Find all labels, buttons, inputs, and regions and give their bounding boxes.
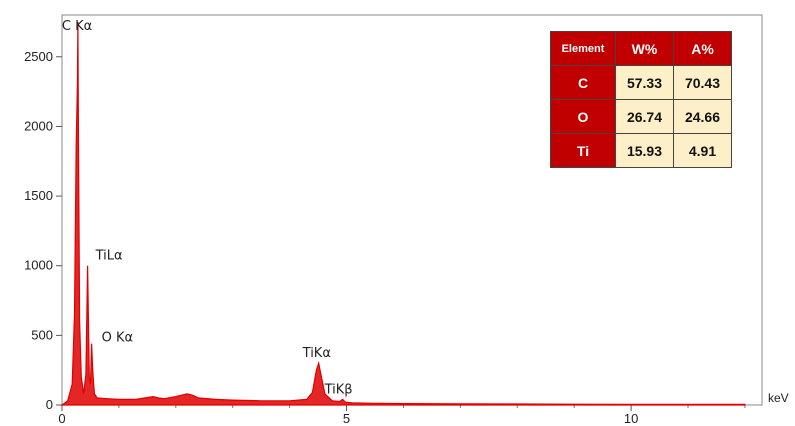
x-tick-label: 5 bbox=[343, 411, 350, 426]
header-element: Element bbox=[550, 31, 616, 66]
y-tick-label: 2500 bbox=[24, 49, 53, 64]
y-tick-label: 0 bbox=[46, 397, 53, 412]
table-row: Ti 15.93 4.91 bbox=[550, 133, 732, 168]
x-tick-label: 10 bbox=[624, 411, 638, 426]
peak-label: TiKα bbox=[302, 346, 331, 361]
table-row: C 57.33 70.43 bbox=[550, 65, 732, 100]
peak-label: O Kα bbox=[102, 331, 133, 346]
spectrum-line bbox=[60, 21, 746, 406]
composition-table: Element W% A% C 57.33 70.43 O 26.74 24.6… bbox=[550, 31, 732, 168]
peak-label: TiKβ bbox=[324, 382, 353, 397]
atomic-cell: 70.43 bbox=[673, 65, 732, 100]
element-cell: O bbox=[550, 99, 616, 134]
weight-cell: 26.74 bbox=[615, 99, 674, 134]
peak-label: TiLα bbox=[95, 249, 123, 264]
composition-table-header: Element W% A% bbox=[550, 31, 732, 66]
atomic-cell: 24.66 bbox=[673, 99, 732, 134]
atomic-cell: 4.91 bbox=[673, 133, 732, 168]
x-unit-label: keV bbox=[768, 391, 789, 405]
y-tick-label: 1500 bbox=[24, 188, 53, 203]
weight-cell: 15.93 bbox=[615, 133, 674, 168]
x-tick-label: 0 bbox=[58, 411, 65, 426]
element-cell: Ti bbox=[550, 133, 616, 168]
y-tick-label: 500 bbox=[31, 327, 53, 342]
element-cell: C bbox=[550, 65, 616, 100]
weight-cell: 57.33 bbox=[615, 65, 674, 100]
header-weight-percent: W% bbox=[615, 31, 674, 66]
peak-label: C Kα bbox=[62, 19, 92, 34]
y-tick-label: 2000 bbox=[24, 118, 53, 133]
table-row: O 26.74 24.66 bbox=[550, 99, 732, 134]
y-tick-label: 1000 bbox=[24, 258, 53, 273]
header-atomic-percent: A% bbox=[673, 31, 732, 66]
